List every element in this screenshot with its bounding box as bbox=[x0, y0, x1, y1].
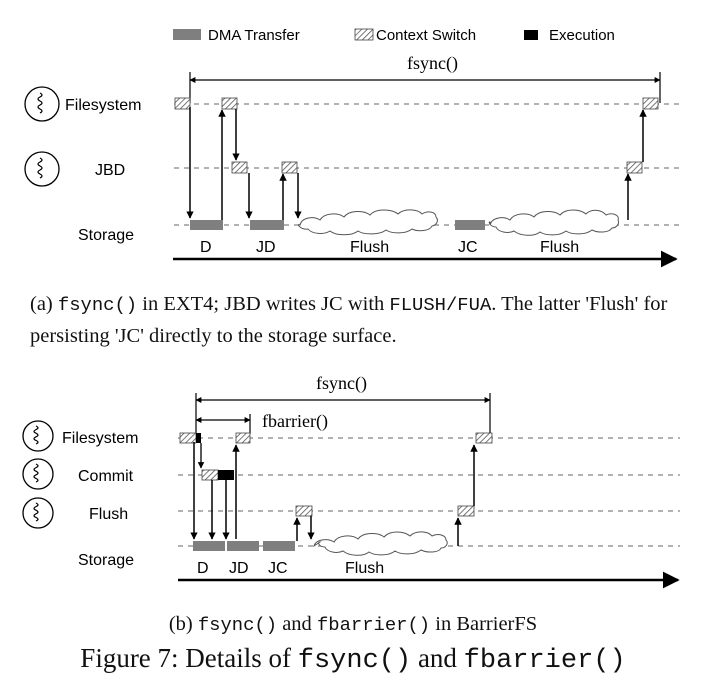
lane-label-storage: Storage bbox=[78, 227, 134, 244]
caption-b-code-fbarrier: fbarrier() bbox=[316, 614, 431, 636]
caption-a-suffix: . The latter 'Flush' for persisting 'JC'… bbox=[30, 293, 668, 347]
lane-label-jbd: JBD bbox=[95, 162, 125, 179]
ctx-switch-block bbox=[235, 432, 251, 444]
ctx-switch-block bbox=[201, 469, 219, 481]
commit-thread-icon bbox=[22, 458, 54, 490]
dma-transfer-jc bbox=[263, 541, 295, 551]
segment-label: Flush bbox=[345, 560, 384, 577]
segment-label: JD bbox=[256, 239, 276, 256]
dma-transfer-d bbox=[193, 541, 225, 551]
flush-cloud bbox=[313, 531, 448, 556]
legend-ctx-swatch bbox=[354, 28, 374, 41]
legend-dma-swatch bbox=[173, 29, 201, 40]
jbd-thread-icon bbox=[24, 151, 60, 187]
legend-exec-label: Execution bbox=[549, 27, 615, 44]
figure-caption-prefix: Figure 7: Details of bbox=[80, 643, 298, 673]
caption-b-code-fsync: fsync() bbox=[197, 614, 278, 636]
filesystem-thread-icon bbox=[24, 86, 60, 122]
lane-label-filesystem: Filesystem bbox=[65, 97, 141, 114]
ctx-switch-block bbox=[179, 432, 197, 444]
ctx-switch-block bbox=[475, 432, 493, 444]
lane-label-storage: Storage bbox=[78, 552, 134, 569]
flush-thread-icon bbox=[22, 497, 54, 529]
figure-caption-code-fsync: fsync() bbox=[297, 646, 412, 676]
caption-b: (b) fsync() and fbarrier() in BarrierFS bbox=[0, 613, 706, 636]
figure-caption-mid: and bbox=[411, 643, 464, 673]
execution-block bbox=[218, 470, 234, 480]
caption-a: (a) fsync() in EXT4; JBD writes JC with … bbox=[30, 289, 690, 352]
caption-a-prefix: (a) bbox=[30, 293, 58, 315]
flush-cloud bbox=[488, 209, 619, 236]
caption-a-code-flush-fua: FLUSH/FUA bbox=[389, 294, 492, 316]
dma-transfer-d bbox=[190, 220, 223, 230]
ctx-switch-block bbox=[281, 161, 298, 174]
caption-b-prefix: (b) bbox=[168, 613, 198, 635]
legend-dma-label: DMA Transfer bbox=[208, 27, 300, 44]
ctx-switch-block bbox=[174, 97, 191, 110]
lane-label-filesystem: Filesystem bbox=[62, 430, 138, 447]
legend-ctx-label: Context Switch bbox=[376, 27, 476, 44]
dma-transfer-jc bbox=[455, 220, 485, 230]
lane-label-flush: Flush bbox=[89, 506, 128, 523]
ctx-switch-block bbox=[221, 97, 238, 110]
ctx-switch-block bbox=[295, 505, 313, 517]
segment-label: JC bbox=[268, 560, 288, 577]
segment-label: JC bbox=[458, 239, 478, 256]
caption-a-code-fsync: fsync() bbox=[57, 294, 138, 316]
dma-transfer-jd bbox=[227, 541, 259, 551]
execution-block bbox=[196, 433, 201, 443]
ctx-switch-block bbox=[231, 161, 248, 174]
figure-caption: Figure 7: Details of fsync() and fbarrie… bbox=[0, 643, 706, 676]
diagram-a: fsync() Filesystem JBD Storage bbox=[24, 53, 680, 268]
segment-label: Flush bbox=[540, 239, 579, 256]
caption-b-suffix: in BarrierFS bbox=[430, 613, 538, 635]
caption-b-mid: and bbox=[277, 613, 317, 635]
ctx-switch-block bbox=[457, 505, 475, 517]
dma-transfer-jd bbox=[250, 220, 284, 230]
segment-label: JD bbox=[229, 560, 249, 577]
diagram-b: fsync() fbarrier() Filesystem Commit Flu… bbox=[22, 373, 680, 589]
filesystem-thread-icon bbox=[22, 420, 54, 452]
legend-exec-swatch bbox=[524, 30, 538, 40]
flush-cloud bbox=[297, 209, 438, 236]
fsync-span-label: fsync() bbox=[316, 373, 367, 394]
ctx-switch-block bbox=[626, 161, 643, 174]
fsync-span-label: fsync() bbox=[407, 53, 458, 74]
segment-label: D bbox=[200, 239, 212, 256]
segment-label: D bbox=[197, 560, 209, 577]
lane-label-commit: Commit bbox=[78, 468, 134, 485]
ctx-switch-block bbox=[642, 97, 659, 110]
segment-label: Flush bbox=[350, 239, 389, 256]
caption-a-mid: in EXT4; JBD writes JC with bbox=[137, 293, 390, 315]
figure-caption-code-fbarrier: fbarrier() bbox=[463, 646, 626, 676]
fbarrier-span-label: fbarrier() bbox=[262, 411, 328, 432]
legend: DMA Transfer Context Switch Execution bbox=[173, 27, 615, 44]
